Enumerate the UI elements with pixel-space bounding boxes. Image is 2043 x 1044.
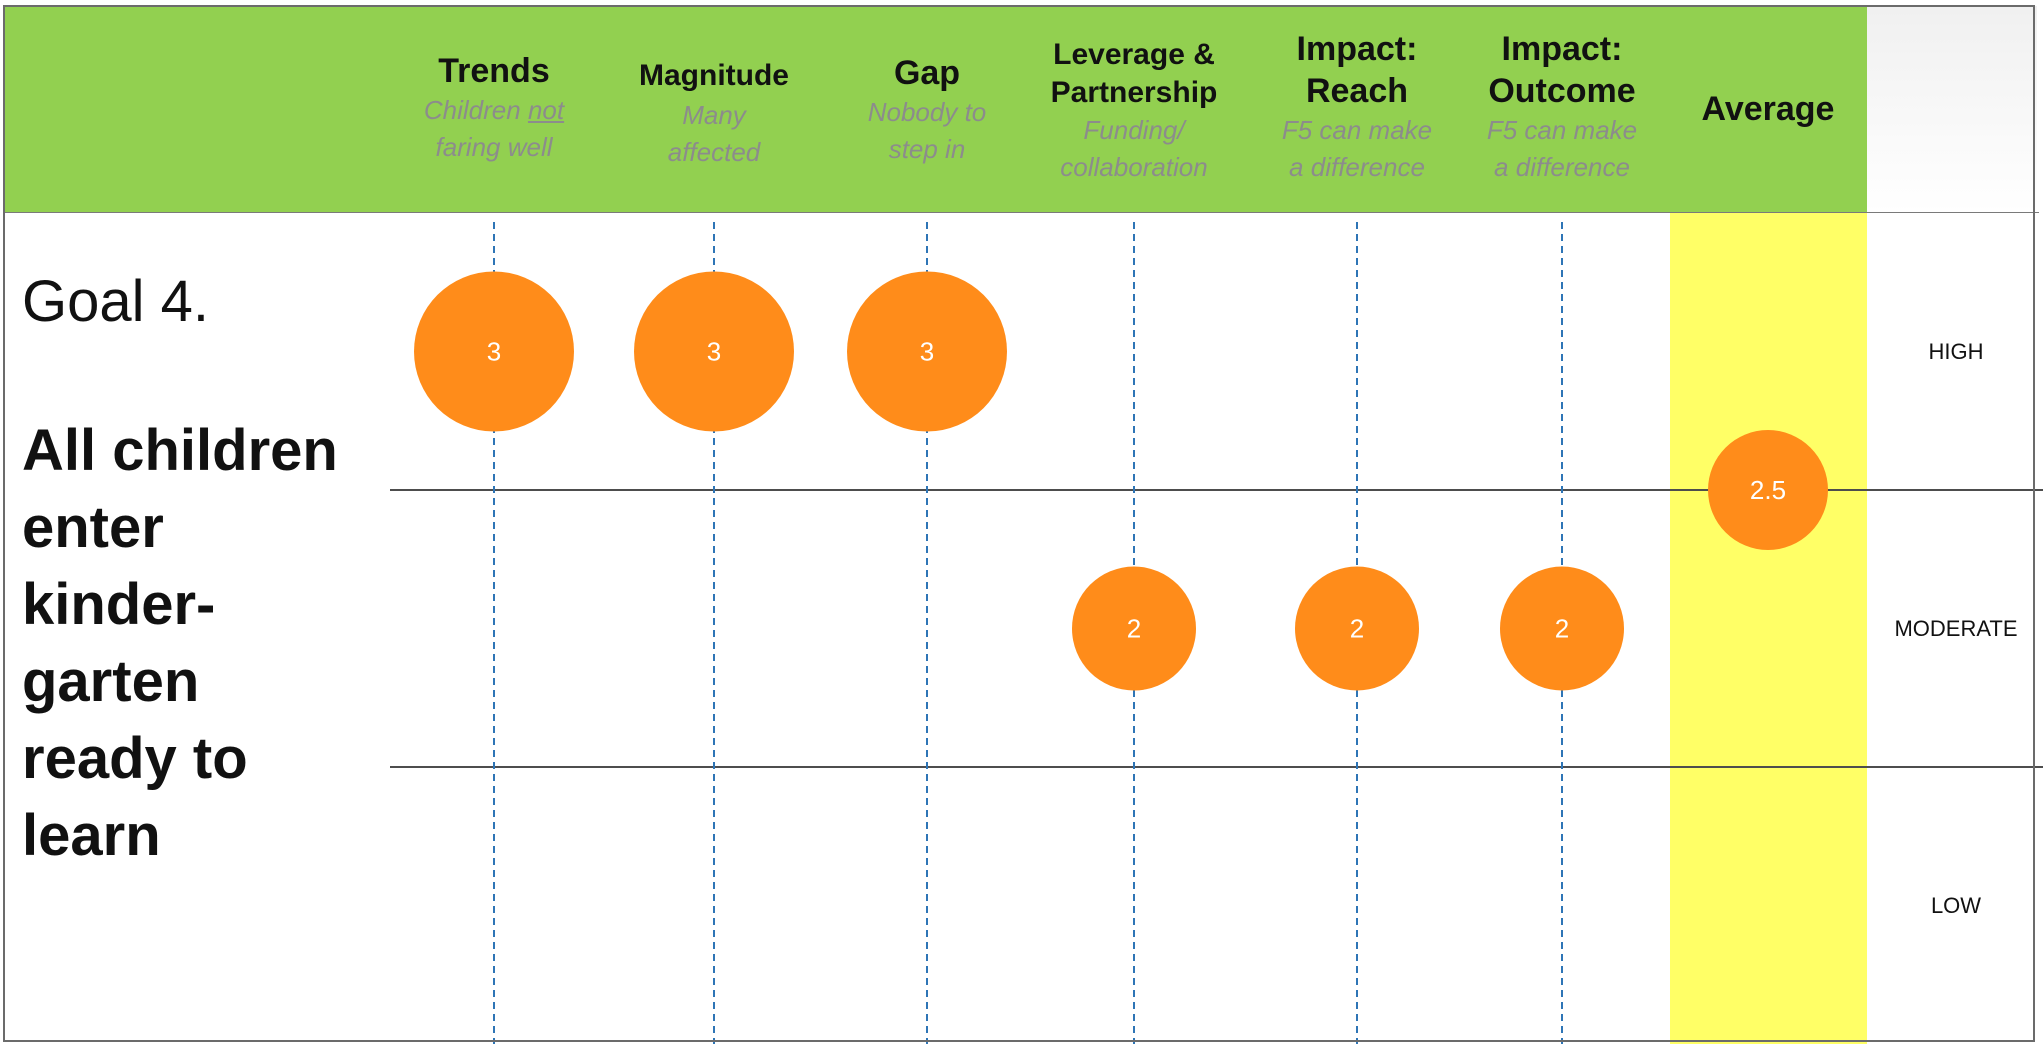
rating-bubble [847,271,1007,432]
rating-bubble [1295,566,1419,691]
header-right-shade [1867,6,2037,213]
rating-bubble [634,271,794,432]
header-divider [4,212,2039,213]
column-title: Average [1702,88,1835,130]
rating-bubble [1072,566,1196,691]
column-title: Trends [424,50,564,92]
rating-bubble [414,271,574,432]
rating-value-label: 2 [1555,614,1569,644]
column-header: Leverage & Partnership Funding/collaborati… [1051,36,1218,186]
goal-text-line: enter [22,495,164,560]
column-title: Magnitude [639,55,789,97]
rating-point-group: 3 [634,271,794,432]
column-title-line: Average [1701,90,1835,128]
column-subtitle-line: F5 can make [1486,115,1638,145]
goal-text-line: learn [22,803,161,868]
column-subtitle-line: a difference [1494,152,1630,182]
rating-point-group: 3 [414,271,574,432]
column-subtitle-line: collaboration [1060,152,1208,182]
column-title-line: Impact: [1501,30,1623,68]
rating-point-group: 2 [1295,566,1419,691]
column-title: Leverage & Partnership [1051,36,1218,112]
column-subtitle-emphasis: not [527,95,565,125]
column-title-line: Impact: [1296,30,1418,68]
level-label-high: HIGH [1928,338,1984,364]
rating-value-label: 3 [707,337,721,367]
column-header: Average [1702,88,1835,130]
rating-bubble [1500,566,1624,691]
goal-number: Goal 4. [22,269,209,334]
rating-point-group: 2 [1500,566,1624,691]
column-title-line: Gap [893,54,961,92]
column-header: Gap Nobody to step in [868,52,987,168]
rating-value-label: 2 [1127,614,1141,644]
column-subtitle-line: F5 can make [1281,115,1433,145]
column-header: Impact: Reach F5 can make a difference [1282,28,1432,186]
column-subtitle-line: affected [667,137,761,167]
header-band [4,6,1867,213]
column-header: Trends Children not faring well [424,50,564,166]
column-header: Impact: Outcome F5 can make a difference [1487,28,1637,186]
column-subtitle-line: Nobody to [867,97,987,127]
level-label-moderate: MODERATE [1894,615,2018,641]
goal-text-line: All children [22,418,338,483]
column-header: Magnitude Many affected [639,55,789,171]
column-title-line: Magnitude [639,59,789,92]
column-subtitle-line: faring well [435,132,553,162]
column-subtitle-line: Children not [423,95,565,125]
rating-value-label: 3 [920,337,934,367]
column-title: Gap [868,52,987,94]
rating-point-group: 2 [1072,566,1196,691]
average-column-highlight [1670,213,1867,1044]
goal-text: All children enter kinder-garten ready to le… [22,412,382,874]
level-label-low: LOW [1930,892,1982,918]
column-subtitle-line: Many [682,100,746,130]
column-title: Impact: Reach [1282,28,1432,112]
rating-point-group: 2.5 [1708,430,1828,550]
column-title-line: Reach [1305,72,1409,110]
rating-point-group: 3 [847,271,1007,432]
column-title-line: Partnership [1050,76,1218,109]
rating-value-label: 3 [487,337,501,367]
rating-value-label: 2 [1350,614,1364,644]
goal-text-line: ready to [22,726,248,791]
column-title-line: Outcome [1488,72,1636,110]
column-title-line: Leverage & [1053,38,1215,71]
column-title: Impact: Outcome [1487,28,1637,112]
rating-bubble [1708,430,1828,550]
column-subtitle-line: step in [888,134,966,164]
column-subtitle-line: Funding/ [1083,115,1185,145]
goal-text-line: garten [22,649,200,714]
goal-text-line: kinder- [22,572,216,637]
rating-value-label: 2.5 [1750,475,1786,505]
column-title-line: Trends [438,52,550,90]
column-subtitle-line: a difference [1289,152,1425,182]
